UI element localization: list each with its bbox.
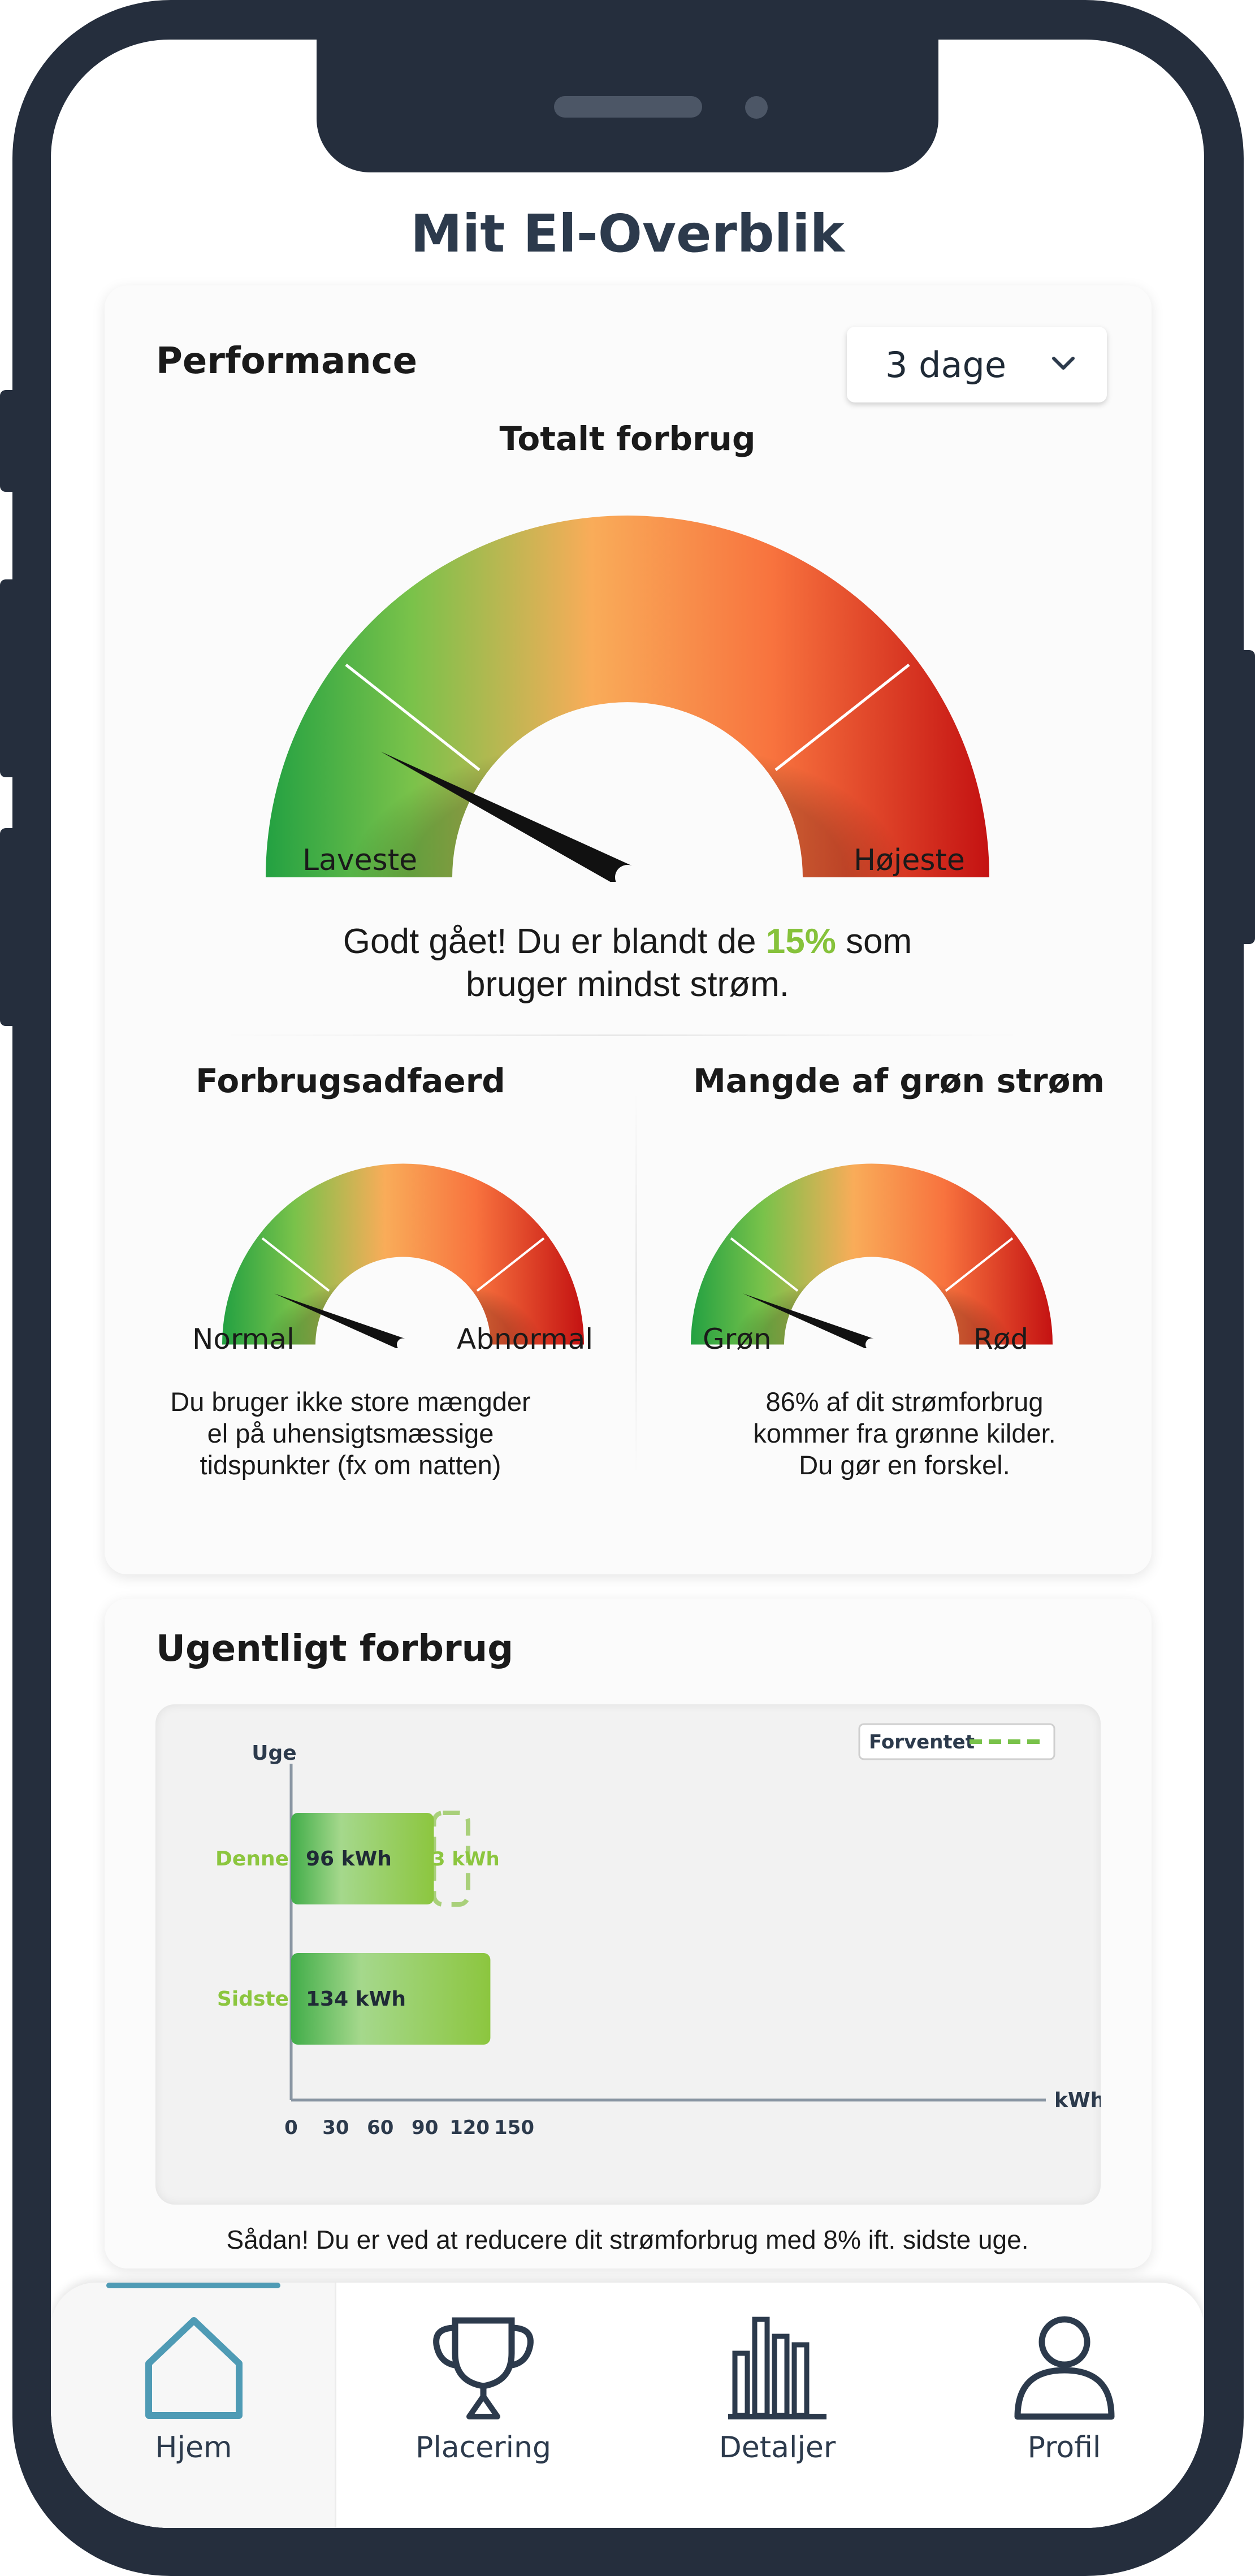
category-label: Denne — [215, 1847, 289, 1871]
performance-message-suffix: som — [836, 922, 912, 961]
weekly-title: Ugentligt forbrug — [156, 1628, 514, 1670]
behavior-gauge — [222, 1163, 584, 1348]
nav-label: Detaljer — [719, 2431, 836, 2465]
x-tick-label: 90 — [412, 2116, 438, 2139]
phone-side-button — [0, 390, 19, 492]
performance-message-line2: bruger mindst strøm. — [466, 965, 789, 1004]
green-gauge-title: Mangde af grøn strøm — [693, 1062, 1105, 1100]
bar — [291, 1813, 434, 1904]
performance-title: Performance — [156, 340, 418, 382]
legend-box — [858, 1723, 1055, 1760]
behavior-gauge-max-label: Abnormal — [457, 1323, 594, 1356]
x-tick-label: 0 — [284, 2116, 298, 2139]
description-line: el på uhensigtsmæssige — [207, 1418, 494, 1448]
description-line: Du bruger ikke store mængder — [170, 1387, 531, 1417]
main-gauge-title: Totalt forbrug — [499, 419, 756, 458]
main-gauge-max-label: Højeste — [854, 843, 965, 877]
trophy-icon — [433, 2317, 534, 2419]
nav-label: Hjem — [155, 2431, 232, 2465]
bar-value-label: 96 kWh — [306, 1847, 392, 1871]
period-dropdown-value: 3 dage — [885, 344, 1007, 386]
category-label: Sidste — [217, 1988, 289, 2011]
speaker — [554, 96, 702, 118]
gauge-needle-shape — [380, 751, 633, 882]
y-axis-label: Uge — [252, 1742, 296, 1765]
description-line: kommer fra grønne kilder. — [753, 1418, 1056, 1448]
x-axis-label: kWh — [1054, 2089, 1101, 2112]
phone-side-button — [0, 828, 19, 1026]
performance-message-prefix: Godt gået! Du er blandt de — [343, 922, 766, 961]
green-gauge-min-label: Grøn — [703, 1323, 772, 1356]
nav-item-placering[interactable]: Placering — [336, 2283, 630, 2528]
expected-bar — [431, 1811, 470, 1907]
performance-message: Godt gået! Du er blandt de 15% som bruge… — [51, 920, 1204, 1006]
weekly-chart-panel: Uge kWh 0 30 60 90 120 150 +23 kWh 96 kWh Denne 134… — [155, 1704, 1105, 2205]
nav-label: Placering — [415, 2431, 552, 2465]
home-icon — [145, 2317, 243, 2419]
bar-value-label: 134 kWh — [306, 1988, 406, 2011]
chevron-down-icon — [1052, 357, 1075, 370]
gauge-needle — [380, 751, 633, 882]
gauge-divider — [774, 664, 910, 771]
page-title: Mit El-Overblik — [410, 204, 845, 264]
green-gauge-max-label: Rød — [973, 1323, 1029, 1356]
legend-label: Forventet — [869, 1731, 975, 1754]
main-gauge — [266, 516, 989, 882]
nav-item-profil[interactable]: Profil — [924, 2283, 1204, 2528]
divider — [220, 1034, 1023, 1036]
gauge-needle — [274, 1293, 406, 1348]
main-gauge-min-label: Laveste — [302, 843, 418, 877]
phone-side-button — [0, 579, 19, 777]
description-line: 86% af dit strømforbrug — [765, 1387, 1044, 1417]
divider — [635, 1091, 637, 1475]
nav-label: Profil — [1027, 2431, 1101, 2465]
performance-card — [105, 285, 1152, 1574]
period-dropdown[interactable]: 3 dage — [847, 327, 1107, 402]
x-tick-label: 30 — [322, 2116, 349, 2139]
camera — [745, 96, 768, 119]
phone-side-button — [1236, 650, 1255, 944]
description-line: tidspunkter (fx om natten) — [200, 1450, 501, 1480]
description-line: Du gør en forskel. — [799, 1450, 1010, 1480]
x-tick-label: 120 — [449, 2116, 490, 2139]
bar-chart-icon — [728, 2317, 826, 2419]
person-icon — [1014, 2316, 1114, 2420]
x-tick-label: 150 — [494, 2116, 534, 2139]
phone-screen: Mit El-Overblik Performance 3 dage Total… — [51, 40, 1204, 2528]
gauge-needle-shape — [274, 1293, 406, 1348]
bar — [291, 1953, 491, 2045]
green-gauge-description: 86% af dit strømforbrug kommer fra grønn… — [659, 1386, 1150, 1481]
nav-item-hjem[interactable]: Hjem — [51, 2283, 336, 2528]
behavior-gauge-min-label: Normal — [192, 1323, 295, 1356]
gauge-needle-shape — [743, 1293, 875, 1348]
performance-percentile: 15% — [765, 922, 836, 961]
bottom-navigation: Hjem Placering Detaljer — [51, 2283, 1204, 2528]
behavior-gauge-description: Du bruger ikke store mængder el på uhens… — [141, 1386, 560, 1481]
gauge-divider — [345, 664, 481, 771]
behavior-gauge-title: Forbrugsadfaerd — [196, 1062, 505, 1100]
gauge-needle — [743, 1293, 875, 1348]
weekly-footer-message: Sådan! Du er ved at reducere dit strømfo… — [226, 2225, 1029, 2254]
nav-item-detaljer[interactable]: Detaljer — [630, 2283, 924, 2528]
notch — [317, 40, 938, 172]
x-tick-label: 60 — [367, 2116, 393, 2139]
nav-active-indicator — [106, 2283, 280, 2288]
green-gauge — [691, 1163, 1053, 1348]
